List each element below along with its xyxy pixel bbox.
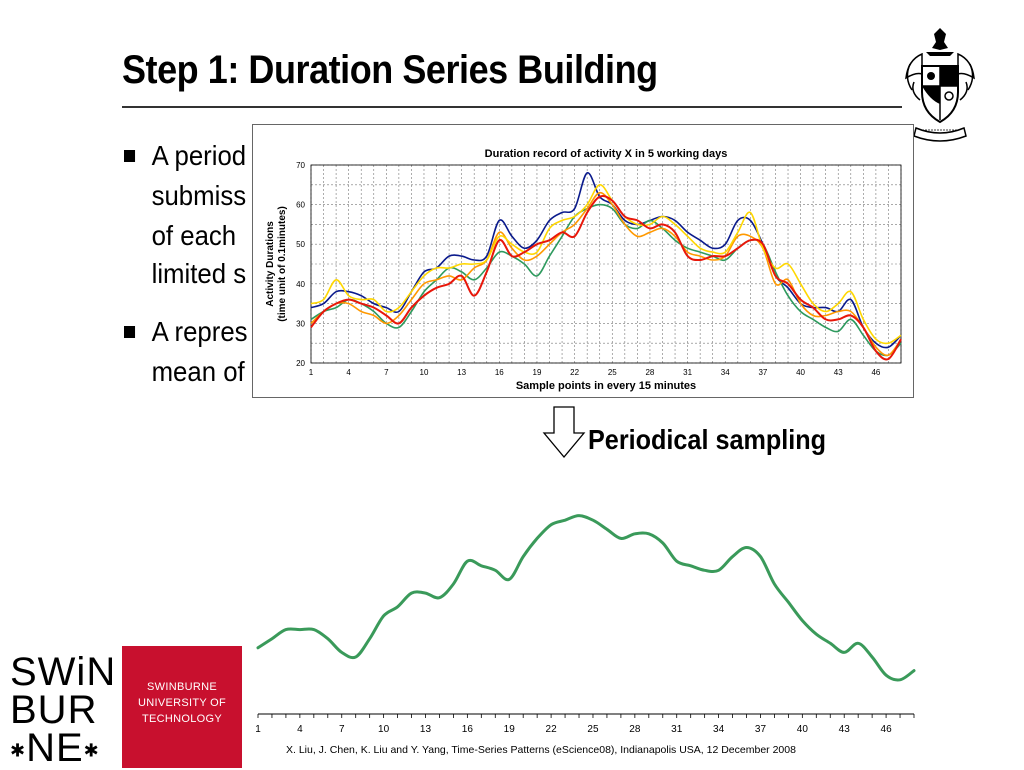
chart-title: Duration record of activity X in 5 worki… xyxy=(485,148,728,160)
bullet-marker xyxy=(124,326,136,338)
x-axis-label: Sample points in every 15 minutes xyxy=(516,380,696,392)
logo-line-3-text: NE xyxy=(26,726,84,770)
sampled-mean-chart: 1 4 7 10 13 16 19 22 25 28 31 34 37 40 43 46 xyxy=(255,514,916,735)
logo-star-left-icon: ✱ xyxy=(10,740,27,761)
x-tick-label: 40 xyxy=(796,368,805,377)
bullet-1-line-1: A period xyxy=(151,140,247,171)
x-tick-label: 13 xyxy=(457,368,466,377)
series-line-3 xyxy=(310,191,902,357)
x-tick-label: 7 xyxy=(384,368,389,377)
x-tick-label: 22 xyxy=(570,368,579,377)
bullet-1-line-4: limited s xyxy=(151,258,247,289)
swinburne-name-block: SWINBURNE UNIVERSITY OF TECHNOLOGY xyxy=(122,646,242,768)
x-tick-label: 19 xyxy=(504,724,516,735)
periodical-sampling-label: Periodical sampling xyxy=(588,424,827,455)
x-tick-label: 43 xyxy=(834,368,843,377)
logo-name-line-1: SWINBURNE xyxy=(147,681,217,693)
swinburne-wordmark: SWiN BUR ✱NE✱ xyxy=(0,646,122,768)
x-tick-label: 31 xyxy=(683,368,692,377)
x-tick-label: 7 xyxy=(339,724,345,735)
y-axis-label: Activity Durations(time unit of 0.1minut… xyxy=(265,206,288,322)
duration-record-chart: Duration record of activity X in 5 worki… xyxy=(265,148,902,392)
bullet-1-line-3: of each xyxy=(151,220,237,251)
bullet-marker xyxy=(124,150,136,162)
university-crest-logo xyxy=(905,28,975,142)
x-tick-label: 4 xyxy=(346,368,351,377)
series-line-4 xyxy=(310,184,902,345)
title-rule xyxy=(122,106,902,108)
x-tick-label: 13 xyxy=(420,724,432,735)
logo-line-3: ✱NE✱ xyxy=(10,728,100,770)
x-tick-label: 1 xyxy=(309,368,314,377)
plot-frame xyxy=(310,164,902,364)
bullet-2-line-1: A repres xyxy=(151,316,248,347)
x-tick-label: 37 xyxy=(755,724,767,735)
x-tick-label: 34 xyxy=(721,368,730,377)
logo-star-right-icon: ✱ xyxy=(83,740,100,761)
y-tick-label: 20 xyxy=(296,359,305,368)
series-line-5 xyxy=(310,195,902,361)
x-tick-label: 19 xyxy=(533,368,542,377)
x-tick-label: 31 xyxy=(671,724,683,735)
x-tick-label: 10 xyxy=(378,724,390,735)
series-line-2 xyxy=(310,203,902,357)
y-tick-label: 40 xyxy=(296,280,305,289)
mean-series-line xyxy=(256,514,916,682)
citation-footer: X. Liu, J. Chen, K. Liu and Y. Yang, Tim… xyxy=(286,744,796,756)
x-tick-label: 16 xyxy=(495,368,504,377)
x-tick-label: 37 xyxy=(758,368,767,377)
x-tick-label: 10 xyxy=(420,368,429,377)
y-tick-label: 30 xyxy=(296,319,305,328)
slide-title: Step 1: Duration Series Building xyxy=(122,48,658,92)
logo-line-1: SWiN xyxy=(10,650,117,694)
logo-name-line-3: TECHNOLOGY xyxy=(141,713,222,725)
y-tick-label: 60 xyxy=(296,201,305,210)
x-tick-label: 34 xyxy=(713,724,725,735)
duration-record-chart-panel: Duration record of activity X in 5 worki… xyxy=(252,124,914,398)
x-tick-label: 43 xyxy=(839,724,851,735)
x-tick-label: 25 xyxy=(587,724,599,735)
x-tick-label: 40 xyxy=(797,724,809,735)
x-tick-label: 25 xyxy=(608,368,617,377)
y-tick-label: 50 xyxy=(296,240,305,249)
down-arrow-icon xyxy=(542,406,586,458)
x-tick-label: 4 xyxy=(297,724,303,735)
bullet-2-line-2: mean of xyxy=(151,356,245,387)
logo-name-line-2: UNIVERSITY OF xyxy=(137,697,227,709)
x-tick-label: 28 xyxy=(629,724,641,735)
x-tick-label: 16 xyxy=(462,724,474,735)
x-tick-label: 22 xyxy=(546,724,558,735)
y-tick-label: 70 xyxy=(296,161,305,170)
bullet-1-line-2: submiss xyxy=(151,180,247,211)
x-tick-label: 46 xyxy=(871,368,880,377)
x-tick-label: 46 xyxy=(881,724,893,735)
x-tick-label: 28 xyxy=(645,368,654,377)
series-line-1 xyxy=(310,172,902,349)
x-tick-label: 1 xyxy=(255,724,261,735)
logo-line-2: BUR xyxy=(10,688,98,732)
